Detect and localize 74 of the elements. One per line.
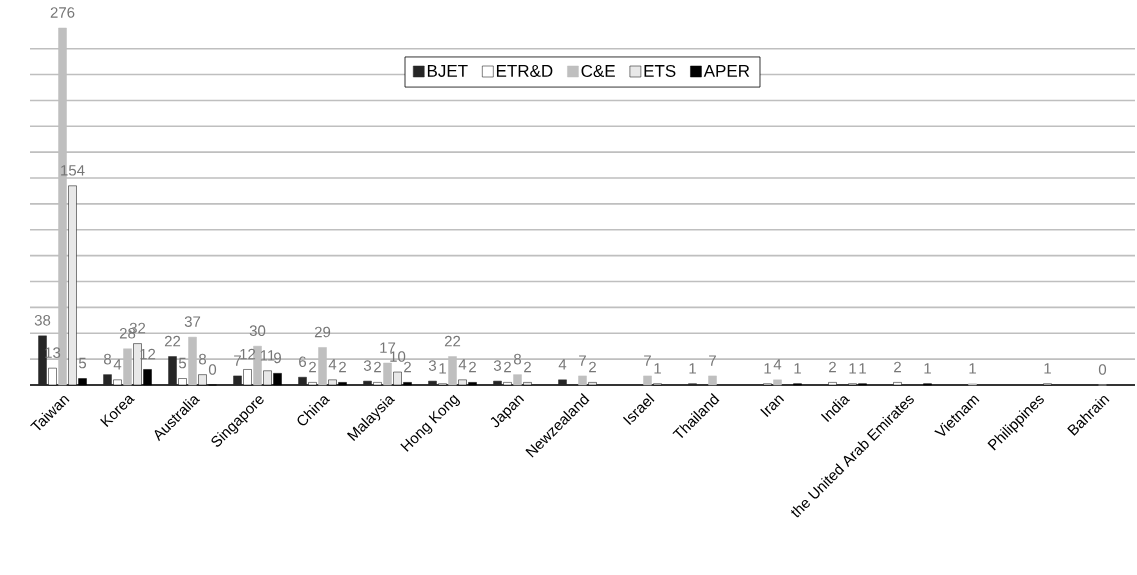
data-label: 7 xyxy=(709,355,716,366)
data-label: 1 xyxy=(654,363,661,374)
bar xyxy=(558,379,567,386)
data-label: 1 xyxy=(439,363,446,374)
data-label: 2 xyxy=(469,361,476,373)
legend-label: BJET xyxy=(427,65,468,77)
data-label: 2 xyxy=(309,361,316,373)
data-label: 1 xyxy=(969,363,976,374)
data-label: 4 xyxy=(458,359,467,370)
data-label: 8 xyxy=(513,353,522,365)
data-label: 2 xyxy=(374,361,381,373)
data-label: 22 xyxy=(444,335,461,347)
data-label: 38 xyxy=(34,315,51,326)
legend-label: APER xyxy=(703,65,750,77)
bar xyxy=(168,356,177,386)
data-label: 3 xyxy=(493,360,502,371)
data-label: 154 xyxy=(61,165,85,176)
legend-label: ETR&D xyxy=(496,65,553,77)
data-label: 9 xyxy=(274,352,281,364)
data-label: 2 xyxy=(589,361,596,373)
bar xyxy=(298,376,307,386)
data-label: 0 xyxy=(208,364,217,375)
data-label: 4 xyxy=(113,359,122,370)
data-label: 276 xyxy=(50,7,75,18)
data-label: 7 xyxy=(234,355,241,366)
bar xyxy=(578,375,587,386)
bar xyxy=(363,380,372,386)
bar xyxy=(493,380,502,386)
data-label: 7 xyxy=(579,355,586,366)
data-label: 17 xyxy=(380,342,396,353)
bar xyxy=(643,375,652,386)
bar xyxy=(383,362,392,386)
data-label: 4 xyxy=(328,359,337,370)
legend-label: ETS xyxy=(644,64,676,77)
data-label: 4 xyxy=(773,359,782,370)
data-label: 2 xyxy=(339,361,346,373)
data-label: 37 xyxy=(184,316,201,327)
data-label: 3 xyxy=(363,360,372,371)
data-label: 2 xyxy=(524,361,531,373)
data-label: 1 xyxy=(924,363,931,374)
data-label: 12 xyxy=(240,348,256,360)
data-label: 11 xyxy=(260,350,275,361)
data-label: 8 xyxy=(104,353,112,365)
x-tick-label: Iran xyxy=(760,395,785,417)
data-label: 5 xyxy=(178,357,187,369)
data-label: 1 xyxy=(859,363,866,374)
data-label: 22 xyxy=(164,335,181,347)
data-label: 2 xyxy=(404,361,411,373)
data-label: 5 xyxy=(78,357,87,369)
data-label: 1 xyxy=(794,363,801,374)
bar xyxy=(708,375,717,386)
data-label: 1 xyxy=(764,363,771,374)
data-label: 3 xyxy=(428,360,437,371)
data-label: 2 xyxy=(504,361,511,373)
legend-label: C&E xyxy=(581,64,615,77)
bar xyxy=(38,335,47,386)
data-label: 1 xyxy=(689,363,696,374)
bar xyxy=(773,379,782,386)
data-label: 1 xyxy=(1044,363,1051,374)
data-label: 7 xyxy=(644,355,651,366)
data-label: 10 xyxy=(390,351,406,362)
data-label: 8 xyxy=(199,353,207,365)
bar xyxy=(428,380,437,386)
data-label: 2 xyxy=(894,361,901,373)
data-label: 4 xyxy=(558,359,567,370)
data-label: 1 xyxy=(849,363,856,374)
bar xyxy=(513,374,522,386)
data-label: 30 xyxy=(249,325,266,336)
bar xyxy=(233,375,242,386)
data-label: 2 xyxy=(829,361,836,373)
data-label: 0 xyxy=(1098,364,1107,375)
bar xyxy=(103,374,112,386)
data-label: 6 xyxy=(299,356,307,368)
data-label: 29 xyxy=(314,326,331,338)
